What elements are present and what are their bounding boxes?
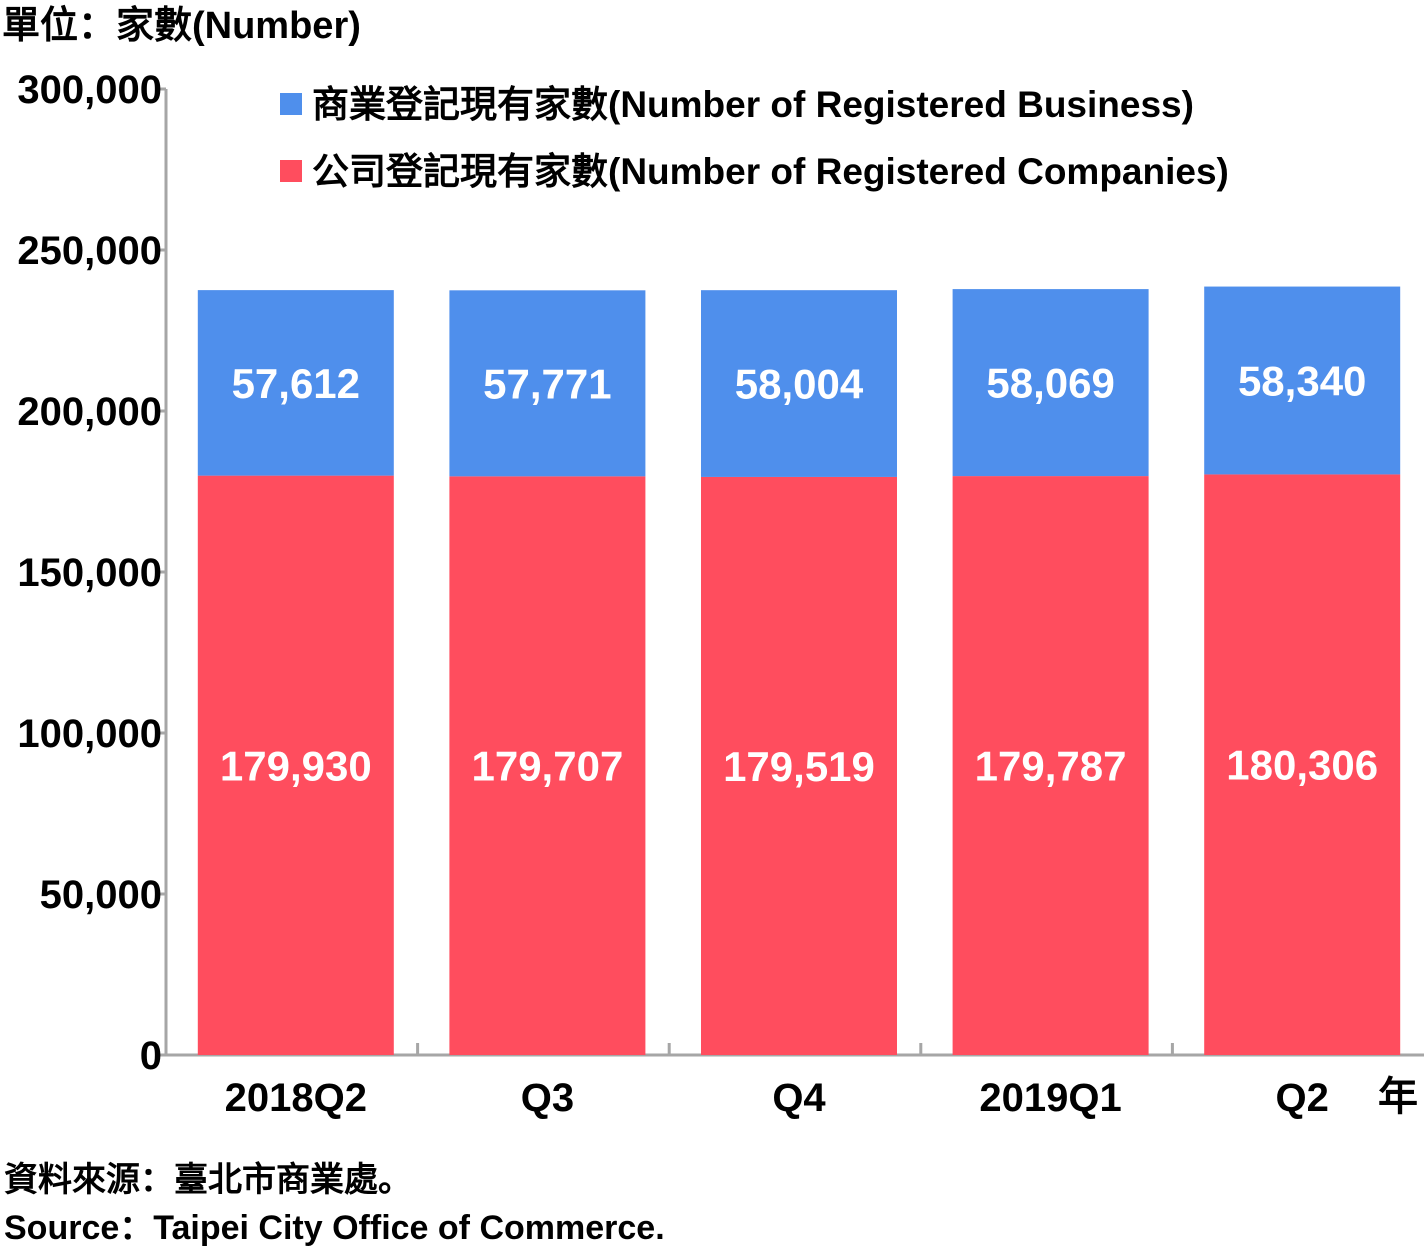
source-en: Source：Taipei City Office of Commerce. (4, 1209, 665, 1247)
bar-companies (701, 476, 897, 1055)
data-label-business: 57,612 (232, 360, 360, 407)
x-tick-label: Q3 (521, 1076, 574, 1120)
bar-companies (197, 475, 394, 1056)
x-unit-label: 年 (1378, 1075, 1418, 1119)
y-tick-label: 250,000 (17, 229, 162, 273)
y-tick-label: 150,000 (17, 551, 162, 595)
data-label-business: 58,004 (735, 361, 864, 408)
y-tick-label: 300,000 (17, 68, 162, 112)
data-label-business: 58,069 (986, 360, 1114, 407)
source-zh: 資料來源：臺北市商業處。 (4, 1161, 412, 1199)
legend-swatch-companies (280, 160, 302, 182)
y-tick-label: 100,000 (17, 712, 162, 756)
y-tick-label: 50,000 (40, 873, 162, 917)
data-label-business: 57,771 (483, 360, 611, 407)
bar-business (701, 290, 897, 477)
bar-business (197, 290, 394, 476)
data-label-companies: 179,930 (220, 742, 372, 789)
data-label-companies: 180,306 (1226, 742, 1378, 789)
y-tick-label: 0 (140, 1034, 162, 1078)
stacked-bar-chart: 單位：家數(Number) 0 50,000 100,000 150,000 200,0… (2, 5, 1424, 1120)
bar-companies (952, 476, 1149, 1056)
bars: 179,930 57,612 179,707 57,771 179,519 58,004 1… (197, 286, 1401, 1056)
legend: 商業登記現有家數(Number of Registered Business) 公… (280, 84, 1229, 192)
data-label-companies: 179,787 (975, 743, 1127, 790)
legend-label-companies: 公司登記現有家數(Number of Registered Companies) (312, 151, 1229, 192)
x-tick-label: Q2 (1276, 1076, 1329, 1120)
legend-label-business: 商業登記現有家數(Number of Registered Business) (312, 84, 1194, 125)
bar-business (449, 290, 646, 477)
bar-business (1204, 286, 1401, 475)
y-tick-label: 200,000 (17, 390, 162, 434)
x-tick-label: 2018Q2 (225, 1076, 367, 1120)
bar-business (952, 289, 1149, 477)
legend-swatch-business (280, 93, 302, 115)
axes: 0 50,000 100,000 150,000 200,000 250,000 300,0… (17, 68, 1424, 1120)
data-label-companies: 179,707 (471, 743, 623, 790)
x-tick-label: 2019Q1 (979, 1076, 1121, 1120)
bar-companies (1204, 474, 1401, 1055)
bar-companies (449, 476, 646, 1055)
data-label-companies: 179,519 (723, 743, 875, 790)
data-label-business: 58,340 (1238, 357, 1366, 404)
x-tick-label: Q4 (772, 1076, 826, 1120)
unit-label: 單位：家數(Number) (2, 5, 361, 47)
